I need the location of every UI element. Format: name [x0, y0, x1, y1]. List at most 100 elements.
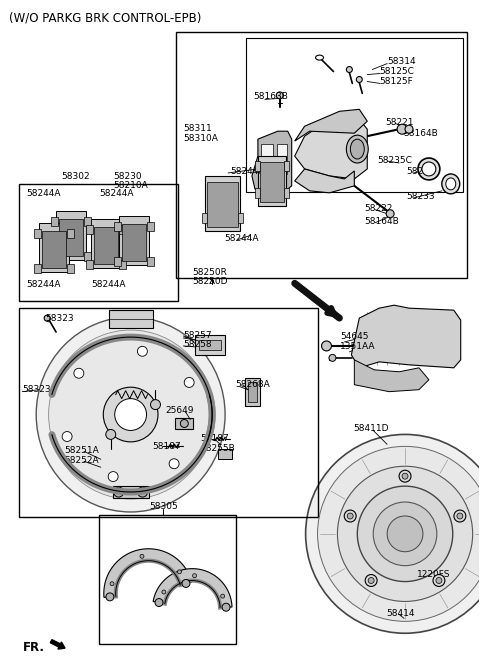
Text: 58323: 58323	[45, 313, 74, 323]
Polygon shape	[354, 360, 429, 392]
Circle shape	[306, 434, 480, 633]
Circle shape	[386, 210, 394, 217]
Ellipse shape	[350, 139, 364, 159]
Circle shape	[182, 580, 190, 587]
Text: 58268A: 58268A	[235, 380, 270, 389]
Bar	[114, 258, 120, 266]
Bar	[34, 264, 41, 273]
Text: 1220FS: 1220FS	[417, 570, 450, 579]
Bar	[202, 213, 207, 223]
Text: 58411D: 58411D	[353, 424, 389, 433]
Text: 58125F: 58125F	[379, 77, 413, 86]
Ellipse shape	[36, 317, 225, 512]
Circle shape	[402, 473, 408, 479]
Circle shape	[318, 446, 480, 621]
FancyArrow shape	[50, 639, 65, 649]
Circle shape	[433, 574, 445, 586]
Circle shape	[373, 502, 437, 566]
Circle shape	[114, 487, 124, 497]
Text: 58233: 58233	[406, 193, 435, 201]
Circle shape	[344, 510, 356, 522]
Text: 58314: 58314	[387, 57, 416, 66]
Ellipse shape	[442, 174, 460, 194]
Text: 58222: 58222	[364, 204, 393, 213]
Circle shape	[137, 346, 147, 356]
Circle shape	[347, 66, 352, 72]
Bar	[84, 252, 91, 262]
Text: 58257: 58257	[183, 331, 212, 340]
Bar	[277, 144, 287, 174]
Text: 58250R: 58250R	[192, 268, 227, 277]
Circle shape	[162, 590, 166, 594]
Ellipse shape	[422, 162, 436, 176]
Text: 58251A: 58251A	[64, 446, 99, 455]
Circle shape	[44, 315, 50, 321]
Bar	[218, 450, 232, 459]
Polygon shape	[153, 568, 232, 607]
Ellipse shape	[418, 158, 440, 180]
Bar	[99, 515, 236, 644]
Circle shape	[436, 578, 442, 584]
Text: 58221: 58221	[385, 117, 414, 127]
Bar	[42, 231, 66, 268]
Text: 58232: 58232	[406, 168, 434, 176]
Ellipse shape	[103, 387, 158, 442]
Polygon shape	[295, 169, 354, 193]
Bar	[113, 486, 148, 498]
Circle shape	[397, 124, 407, 134]
Text: 1351AA: 1351AA	[340, 342, 376, 352]
Bar	[146, 221, 154, 231]
Bar	[86, 260, 93, 269]
Text: 58305: 58305	[149, 501, 178, 511]
Bar	[94, 227, 118, 264]
Ellipse shape	[446, 178, 456, 190]
Circle shape	[155, 599, 163, 607]
Circle shape	[329, 354, 336, 362]
Bar	[51, 252, 58, 262]
Circle shape	[140, 554, 144, 558]
Circle shape	[347, 513, 353, 519]
Circle shape	[62, 431, 72, 442]
Polygon shape	[295, 116, 367, 179]
Bar	[261, 144, 273, 174]
Circle shape	[192, 574, 196, 578]
Circle shape	[357, 486, 453, 582]
Polygon shape	[104, 549, 192, 597]
Circle shape	[74, 368, 84, 378]
Bar	[67, 229, 74, 238]
Text: 58311: 58311	[183, 123, 212, 133]
Bar	[176, 32, 467, 278]
Bar	[19, 184, 179, 301]
Text: 58164B: 58164B	[403, 129, 438, 138]
Text: 58244A: 58244A	[26, 280, 61, 289]
Circle shape	[138, 487, 147, 497]
Circle shape	[365, 574, 377, 586]
Text: 58244A: 58244A	[91, 280, 125, 289]
Bar	[199, 340, 221, 350]
Bar	[114, 221, 120, 231]
Text: 58302: 58302	[61, 172, 90, 181]
Text: 58323: 58323	[22, 385, 51, 394]
Text: 58125C: 58125C	[379, 67, 414, 76]
Ellipse shape	[315, 55, 324, 60]
Bar	[67, 264, 74, 273]
Circle shape	[222, 603, 230, 611]
Ellipse shape	[48, 330, 213, 499]
Circle shape	[106, 429, 116, 440]
Text: 58250D: 58250D	[192, 277, 228, 286]
Bar	[109, 310, 153, 328]
Text: FR.: FR.	[23, 641, 45, 654]
Bar	[175, 417, 193, 429]
Text: 25649: 25649	[166, 406, 194, 415]
Circle shape	[322, 341, 332, 351]
Polygon shape	[351, 305, 461, 368]
Bar	[122, 223, 145, 262]
Circle shape	[457, 513, 463, 519]
Bar	[258, 156, 286, 206]
Circle shape	[108, 472, 118, 482]
Bar	[39, 223, 69, 272]
Circle shape	[151, 400, 160, 409]
Text: 58244A: 58244A	[230, 168, 264, 176]
Circle shape	[169, 459, 179, 469]
Circle shape	[276, 92, 283, 99]
